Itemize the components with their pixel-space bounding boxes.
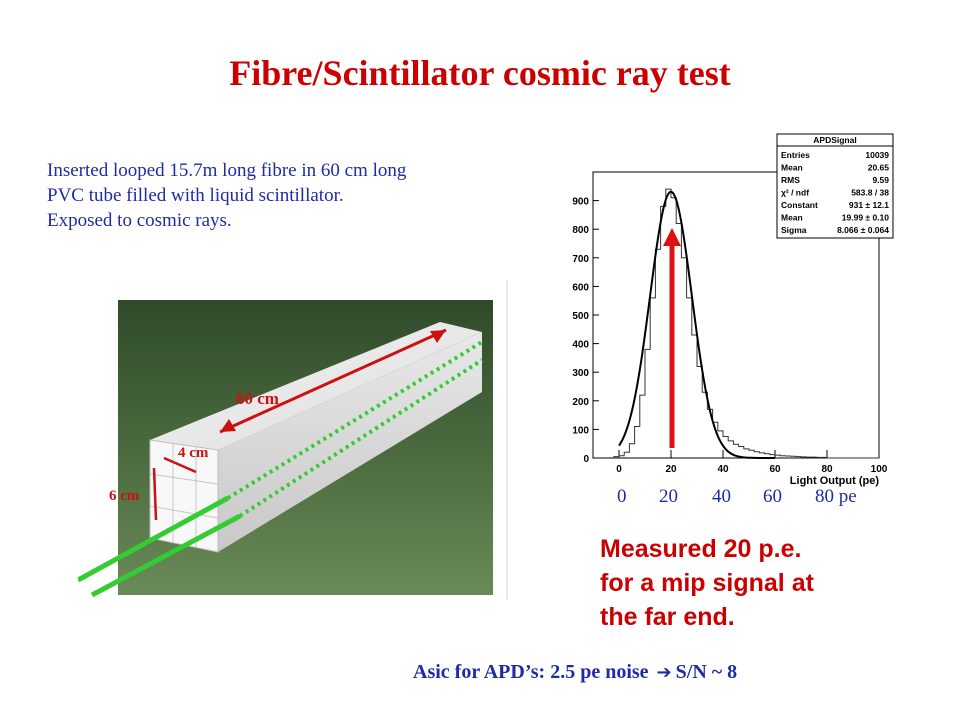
y-tick-label: 800 bbox=[572, 225, 589, 236]
asic-note-text: Asic for APD’s: 2.5 pe noise bbox=[413, 661, 649, 683]
stats-key: Sigma bbox=[781, 225, 807, 235]
histogram-plot: 0 100 200 300 400 500 600 700 800 900 0 20 40 60 80 10… bbox=[555, 130, 895, 490]
y-tick-label: 700 bbox=[572, 254, 589, 265]
stats-key: Constant bbox=[781, 200, 818, 210]
measured-line: for a mip signal at bbox=[600, 569, 814, 597]
right-arrow-icon: ➔ bbox=[656, 662, 672, 683]
stats-key: Entries bbox=[781, 150, 810, 160]
asic-note: Asic for APD’s: 2.5 pe noise ➔ S/N ~ 8 bbox=[413, 661, 737, 684]
asic-note-result: S/N ~ 8 bbox=[675, 661, 738, 683]
histogram-series bbox=[613, 188, 879, 459]
intro-text: Inserted looped 15.7m long fibre in 60 c… bbox=[47, 158, 406, 233]
y-tick-label: 900 bbox=[572, 197, 589, 208]
y-tick-label: 100 bbox=[572, 425, 589, 436]
x-tick-label: 0 bbox=[616, 464, 622, 475]
y-tick-label: 200 bbox=[572, 397, 589, 408]
x-axis-title: Light Output (pe) bbox=[790, 475, 880, 487]
length-label: 60 cm bbox=[236, 389, 279, 408]
x-tick-label: 40 bbox=[717, 464, 729, 475]
y-tick-label: 500 bbox=[572, 311, 589, 322]
stats-value: 10039 bbox=[865, 150, 889, 160]
stats-value: 931 ± 12.1 bbox=[849, 200, 889, 210]
tube-side-face bbox=[218, 332, 482, 552]
fibre-line bbox=[78, 495, 230, 583]
intro-line: Inserted looped 15.7m long fibre in 60 c… bbox=[47, 160, 407, 181]
peak-arrow-head bbox=[663, 228, 681, 246]
y-tick-label: 0 bbox=[583, 454, 589, 465]
intro-line: Exposed to cosmic rays. bbox=[47, 210, 232, 231]
y-tick-label: 300 bbox=[572, 368, 589, 379]
stats-value: 583.8 / 38 bbox=[851, 188, 889, 198]
stats-box: APDSignal Entries 10039 Mean 20.65 RMS 9.59 χ²… bbox=[776, 133, 894, 239]
gaussian-fit-curve bbox=[618, 190, 775, 459]
stats-key: Mean bbox=[781, 163, 803, 173]
tube-top-face bbox=[150, 322, 482, 450]
width-label: 4 cm bbox=[178, 445, 209, 461]
x-tick-label: 60 bbox=[769, 464, 781, 475]
fibre-dotted-line bbox=[226, 340, 484, 500]
measured-line: Measured 20 p.e. bbox=[600, 535, 802, 563]
stats-key: χ² / ndf bbox=[781, 188, 809, 198]
stats-value: 8.066 ± 0.064 bbox=[837, 225, 889, 235]
length-arrow bbox=[219, 328, 447, 434]
measured-note: Measured 20 p.e. for a mip signal at the… bbox=[600, 532, 814, 634]
height-arrow bbox=[152, 467, 158, 521]
tube-photo: 60 cm 4 cm 6 cm bbox=[78, 280, 513, 600]
stats-title: APDSignal bbox=[813, 135, 856, 145]
y-tick-label: 600 bbox=[572, 282, 589, 293]
slide-title: Fibre/Scintillator cosmic ray test bbox=[229, 53, 731, 93]
stats-value: 19.99 ± 0.10 bbox=[842, 213, 889, 223]
height-label: 6 cm bbox=[109, 488, 140, 504]
stats-key: Mean bbox=[781, 213, 803, 223]
stats-value: 9.59 bbox=[872, 175, 889, 185]
x-tick-label: 20 bbox=[665, 464, 677, 475]
fibre-dotted-line bbox=[238, 358, 484, 518]
fibre-line bbox=[90, 513, 242, 598]
measured-line: the far end. bbox=[600, 603, 735, 631]
x-tick-label: 80 bbox=[821, 464, 833, 475]
intro-line: PVC tube filled with liquid scintillator… bbox=[47, 185, 344, 206]
stats-value: 20.65 bbox=[868, 163, 890, 173]
x-axis: 0 20 40 60 80 100 bbox=[616, 450, 888, 475]
tube-end-face bbox=[149, 439, 219, 553]
x-tick-label: 100 bbox=[871, 464, 888, 475]
width-arrow bbox=[163, 456, 197, 474]
stats-key: RMS bbox=[781, 175, 800, 185]
y-tick-label: 400 bbox=[572, 340, 589, 351]
y-axis: 0 100 200 300 400 500 600 700 800 900 bbox=[572, 197, 599, 465]
